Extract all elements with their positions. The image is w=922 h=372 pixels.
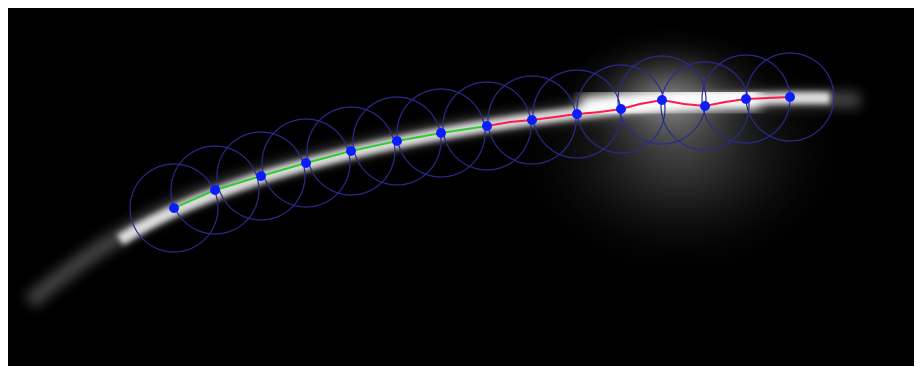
screenshot	[0, 0, 922, 372]
image-view	[0, 0, 922, 372]
